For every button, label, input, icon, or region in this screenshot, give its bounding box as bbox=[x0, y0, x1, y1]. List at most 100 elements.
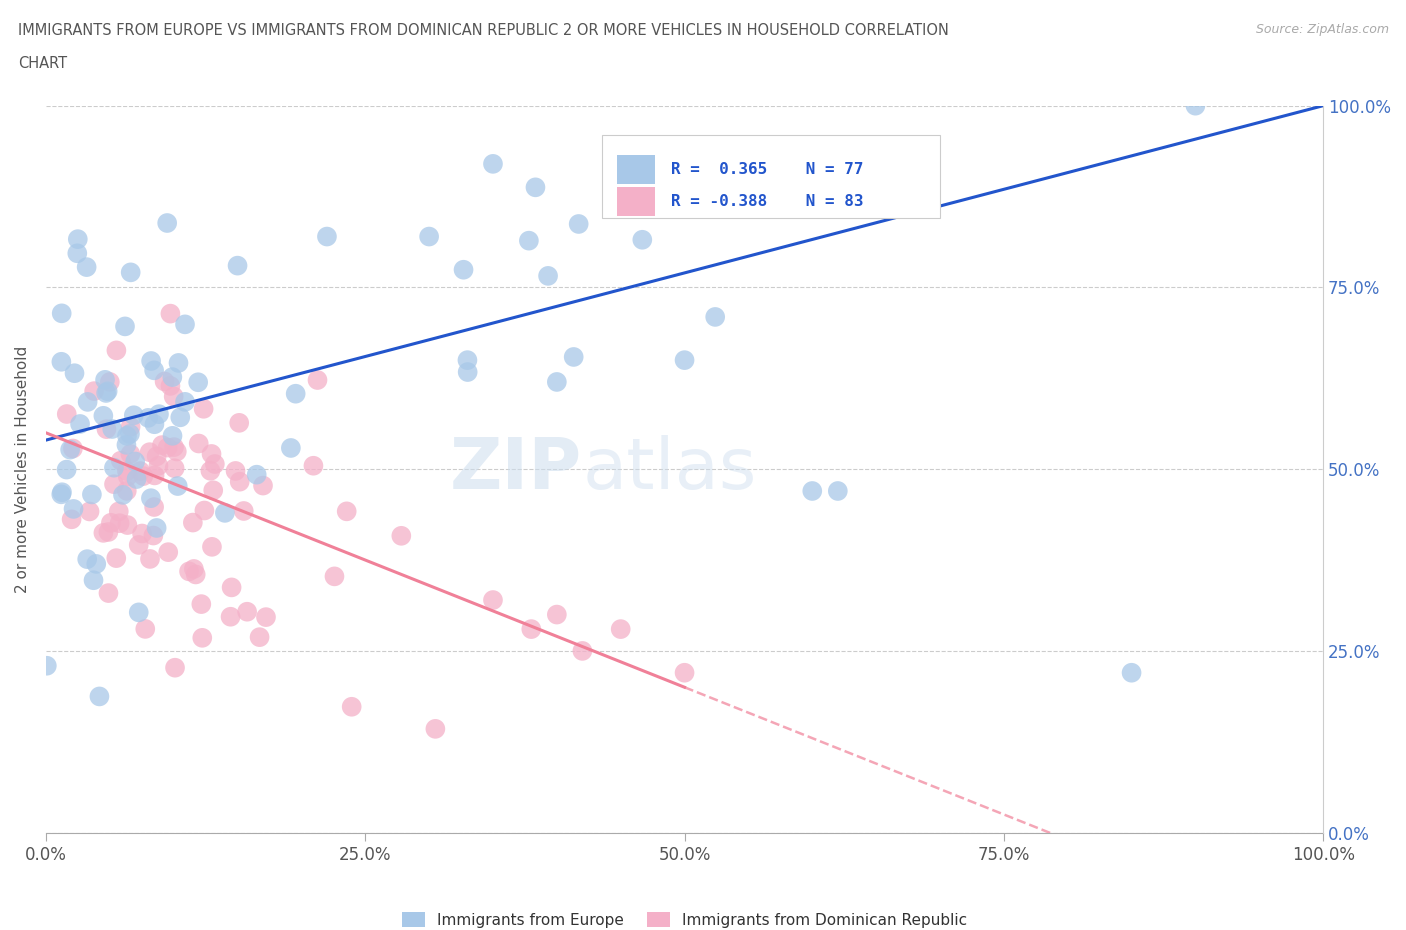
Point bbox=[118, 427, 141, 442]
Point bbox=[453, 262, 475, 277]
Point bbox=[143, 468, 166, 483]
Text: IMMIGRANTS FROM EUROPE VS IMMIGRANTS FROM DOMINICAN REPUBLIC 2 OR MORE VEHICLES : IMMIGRANTS FROM EUROPE VS IMMIGRANTS FRO… bbox=[18, 23, 949, 38]
Point bbox=[232, 503, 254, 518]
Point bbox=[115, 464, 138, 479]
Point bbox=[117, 469, 139, 484]
Point bbox=[89, 689, 111, 704]
Point bbox=[145, 449, 167, 464]
Point bbox=[389, 528, 412, 543]
Point bbox=[200, 463, 222, 478]
Point bbox=[214, 505, 236, 520]
Point bbox=[51, 487, 73, 502]
Point bbox=[143, 499, 166, 514]
Point bbox=[425, 722, 447, 737]
Point bbox=[827, 484, 849, 498]
Point bbox=[184, 567, 207, 582]
Point bbox=[59, 442, 82, 457]
Point bbox=[1184, 99, 1206, 113]
Point bbox=[150, 438, 173, 453]
Point bbox=[254, 610, 277, 625]
Point bbox=[111, 487, 134, 502]
Point bbox=[103, 477, 125, 492]
Point bbox=[93, 525, 115, 540]
Point bbox=[174, 317, 197, 332]
Point bbox=[139, 491, 162, 506]
Point bbox=[801, 484, 824, 498]
Point bbox=[124, 454, 146, 469]
Point bbox=[159, 379, 181, 393]
Point bbox=[153, 374, 176, 389]
Text: ZIP: ZIP bbox=[450, 434, 582, 504]
Point bbox=[336, 504, 359, 519]
Point bbox=[162, 370, 184, 385]
Point bbox=[142, 528, 165, 543]
Point bbox=[166, 444, 188, 458]
Point bbox=[156, 216, 179, 231]
Point bbox=[219, 609, 242, 624]
Point bbox=[323, 569, 346, 584]
FancyBboxPatch shape bbox=[602, 135, 941, 219]
Point bbox=[148, 406, 170, 421]
Point bbox=[55, 462, 77, 477]
Point bbox=[167, 355, 190, 370]
Point bbox=[418, 229, 440, 244]
Point bbox=[568, 217, 591, 232]
Point bbox=[60, 512, 83, 526]
Point bbox=[80, 487, 103, 502]
Point bbox=[66, 232, 89, 246]
Point bbox=[134, 621, 156, 636]
Point bbox=[128, 538, 150, 552]
Point bbox=[110, 453, 132, 468]
Point bbox=[131, 526, 153, 541]
Point bbox=[136, 410, 159, 425]
Point bbox=[193, 402, 215, 417]
Point bbox=[93, 408, 115, 423]
Point bbox=[673, 665, 696, 680]
Point bbox=[562, 350, 585, 365]
FancyBboxPatch shape bbox=[617, 187, 655, 216]
Point bbox=[120, 446, 142, 461]
Point bbox=[204, 457, 226, 472]
Point bbox=[94, 386, 117, 401]
Point bbox=[96, 421, 118, 436]
Point bbox=[97, 384, 120, 399]
Point bbox=[704, 310, 727, 325]
Point bbox=[83, 384, 105, 399]
Point bbox=[201, 539, 224, 554]
Point bbox=[139, 353, 162, 368]
Point bbox=[69, 417, 91, 432]
Text: Source: ZipAtlas.com: Source: ZipAtlas.com bbox=[1256, 23, 1389, 36]
Point bbox=[609, 621, 631, 636]
Point bbox=[97, 586, 120, 601]
Point bbox=[143, 417, 166, 432]
Point bbox=[636, 156, 658, 171]
Point bbox=[117, 518, 139, 533]
Point bbox=[302, 458, 325, 473]
Point bbox=[62, 501, 84, 516]
Point bbox=[143, 363, 166, 378]
Text: atlas: atlas bbox=[582, 434, 756, 504]
Point bbox=[129, 464, 152, 479]
Point bbox=[520, 621, 543, 636]
Point bbox=[183, 562, 205, 577]
Text: R = -0.388    N = 83: R = -0.388 N = 83 bbox=[671, 194, 863, 209]
Point bbox=[66, 246, 89, 260]
Point bbox=[51, 306, 73, 321]
Point bbox=[162, 429, 184, 444]
Text: CHART: CHART bbox=[18, 56, 67, 71]
Point bbox=[108, 516, 131, 531]
Point bbox=[177, 564, 200, 578]
Point bbox=[517, 233, 540, 248]
Point bbox=[482, 156, 505, 171]
Point bbox=[284, 386, 307, 401]
Point bbox=[100, 515, 122, 530]
Point bbox=[163, 460, 186, 475]
Point bbox=[193, 503, 215, 518]
Point bbox=[228, 416, 250, 431]
Point bbox=[236, 604, 259, 619]
Point bbox=[246, 467, 269, 482]
Point bbox=[79, 504, 101, 519]
Point bbox=[221, 580, 243, 595]
Point bbox=[706, 175, 728, 190]
Text: R =  0.365    N = 77: R = 0.365 N = 77 bbox=[671, 162, 863, 178]
